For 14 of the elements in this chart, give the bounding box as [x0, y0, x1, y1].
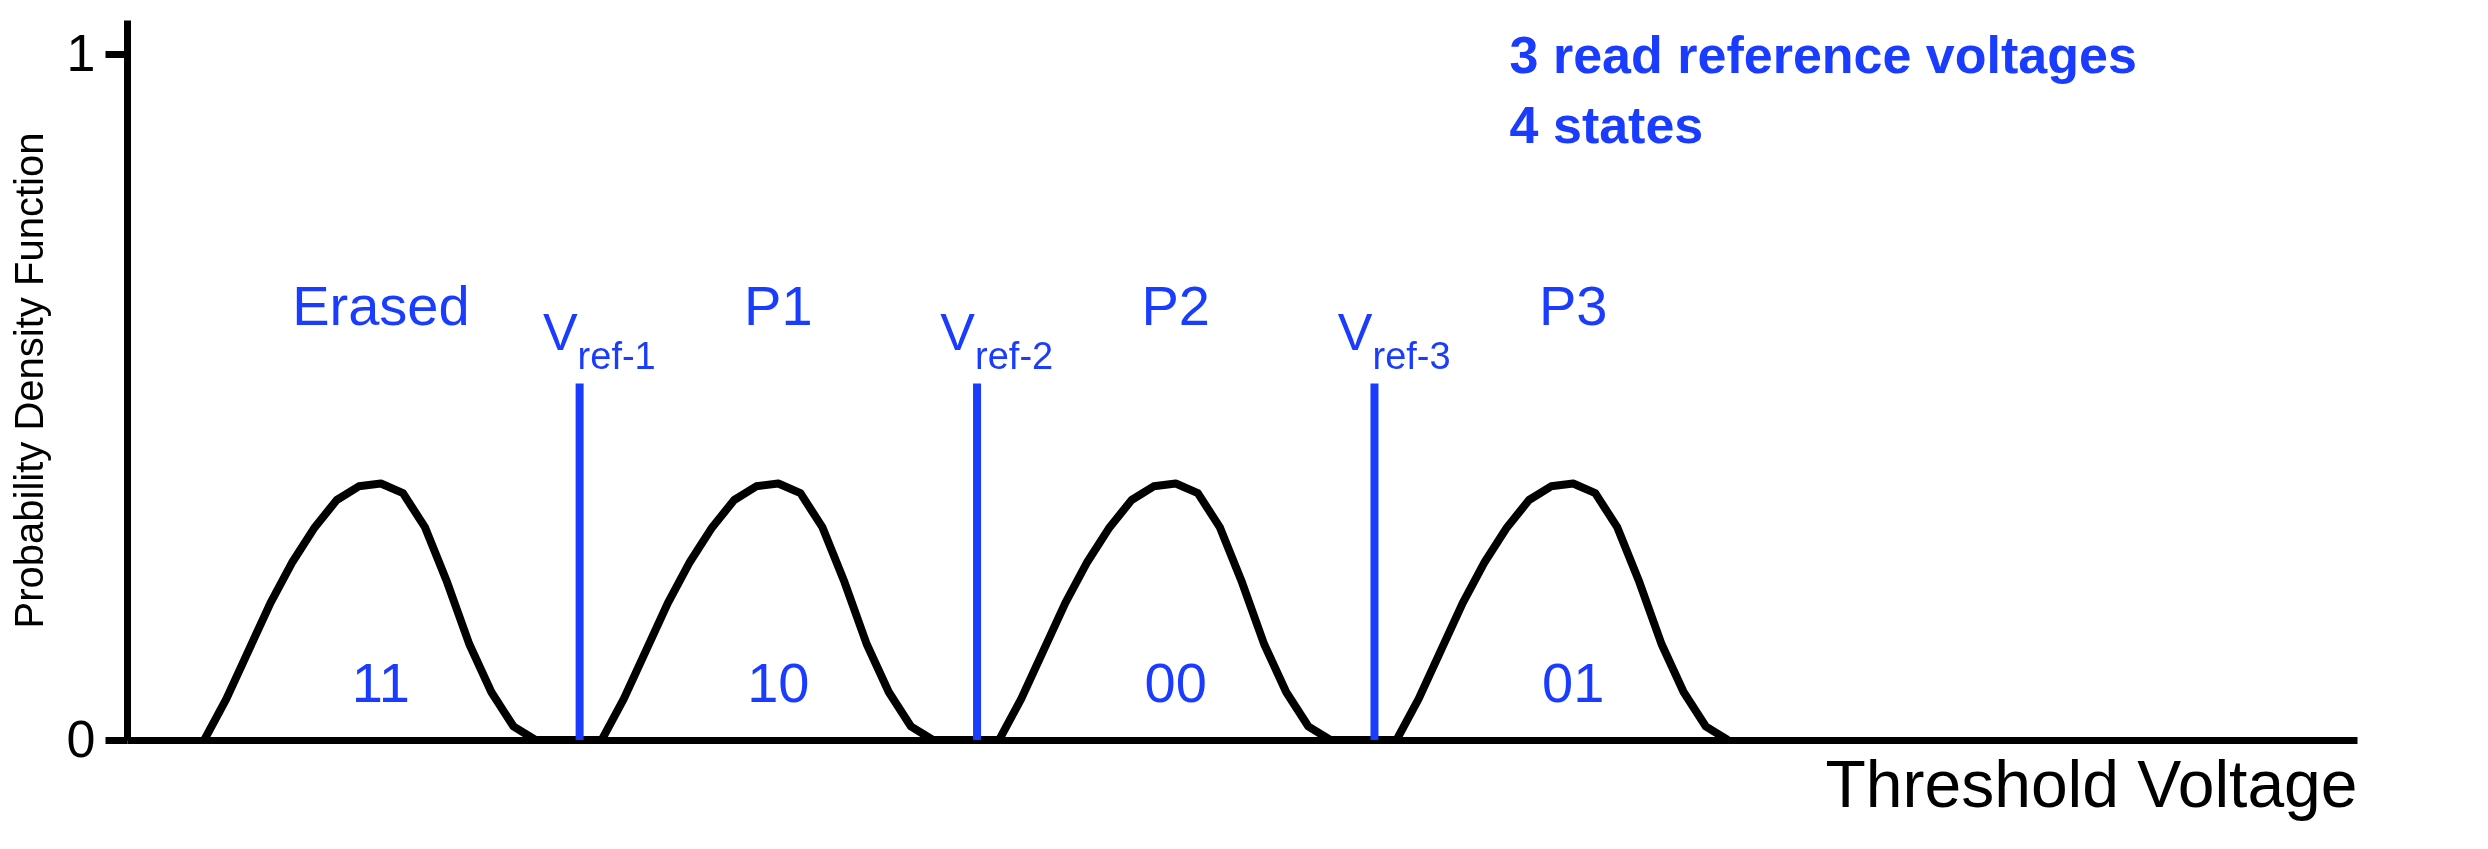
annotation: 10: [747, 651, 810, 715]
annotation: P3: [1538, 274, 1608, 337]
annotation: P1: [744, 274, 813, 337]
y-tick-label: 0: [66, 709, 96, 768]
annotation: 4 states: [1509, 96, 1704, 154]
annotation: 11: [351, 651, 410, 715]
y-tick-label: 1: [66, 23, 96, 82]
annotation: 01: [1542, 651, 1605, 715]
annotation: Erased: [292, 274, 470, 337]
y-axis-title: Probability Density Function: [6, 132, 51, 629]
annotation: P2: [1141, 274, 1211, 337]
annotation: 3 read reference voltages: [1509, 26, 2137, 84]
x-axis-title: Threshold Voltage: [1825, 746, 2358, 821]
annotation: 00: [1144, 651, 1207, 715]
